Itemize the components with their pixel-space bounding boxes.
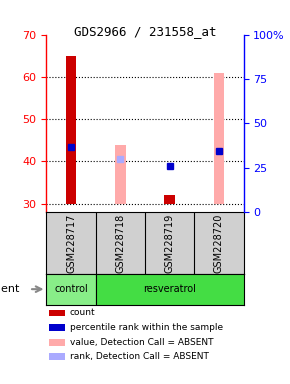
Bar [96, 274, 244, 305]
Text: agent: agent [0, 284, 19, 294]
Bar [213, 73, 224, 204]
Text: GSM228718: GSM228718 [115, 214, 125, 273]
Text: rank, Detection Call = ABSENT: rank, Detection Call = ABSENT [70, 352, 209, 361]
Text: GSM228717: GSM228717 [66, 214, 76, 273]
Text: percentile rank within the sample: percentile rank within the sample [70, 323, 223, 332]
Bar [66, 56, 77, 204]
Bar [115, 144, 126, 204]
Text: resveratrol: resveratrol [143, 284, 196, 294]
Text: GSM228719: GSM228719 [165, 214, 175, 273]
Bar [164, 195, 175, 204]
Bar [46, 274, 96, 305]
Text: control: control [54, 284, 88, 294]
Text: count: count [70, 308, 95, 318]
Text: GDS2966 / 231558_at: GDS2966 / 231558_at [74, 25, 216, 38]
Text: GSM228720: GSM228720 [214, 214, 224, 273]
Text: value, Detection Call = ABSENT: value, Detection Call = ABSENT [70, 338, 213, 347]
